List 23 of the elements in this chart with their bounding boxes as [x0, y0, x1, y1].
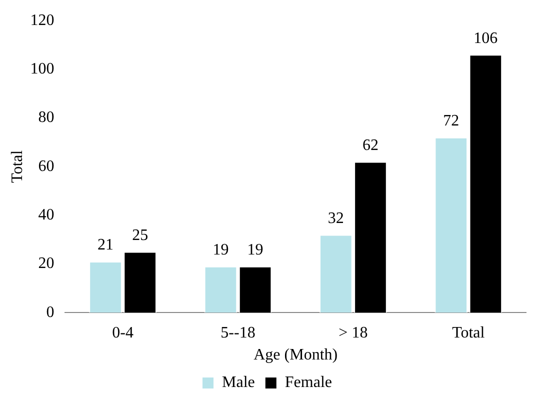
x-tick-label: > 18 [338, 324, 368, 342]
y-tick-label: 80 [38, 109, 54, 126]
y-tick-label: 120 [30, 12, 54, 29]
data-label: 72 [443, 112, 460, 130]
x-axis-title: Age (Month) [254, 346, 338, 364]
y-tick-label: 0 [46, 304, 54, 321]
data-label: 25 [132, 226, 148, 244]
y-axis-title: Total [8, 150, 26, 183]
data-label: 19 [247, 242, 264, 259]
data-label: 32 [328, 210, 344, 227]
x-tick-label: 5--18 [220, 324, 256, 342]
data-label: 62 [362, 136, 378, 154]
y-tick-label: 60 [38, 158, 54, 175]
y-tick-label: 40 [38, 206, 54, 224]
data-label: 21 [98, 236, 114, 254]
y-tick-label: 20 [38, 255, 54, 272]
data-label: 19 [212, 242, 229, 259]
data-label: 106 [474, 30, 498, 47]
legend-label: Male [222, 374, 255, 392]
x-tick-label: Total [452, 324, 486, 342]
legend-label: Female [284, 374, 332, 392]
x-tick-label: 0-4 [112, 324, 134, 342]
y-tick-label: 100 [30, 60, 54, 78]
